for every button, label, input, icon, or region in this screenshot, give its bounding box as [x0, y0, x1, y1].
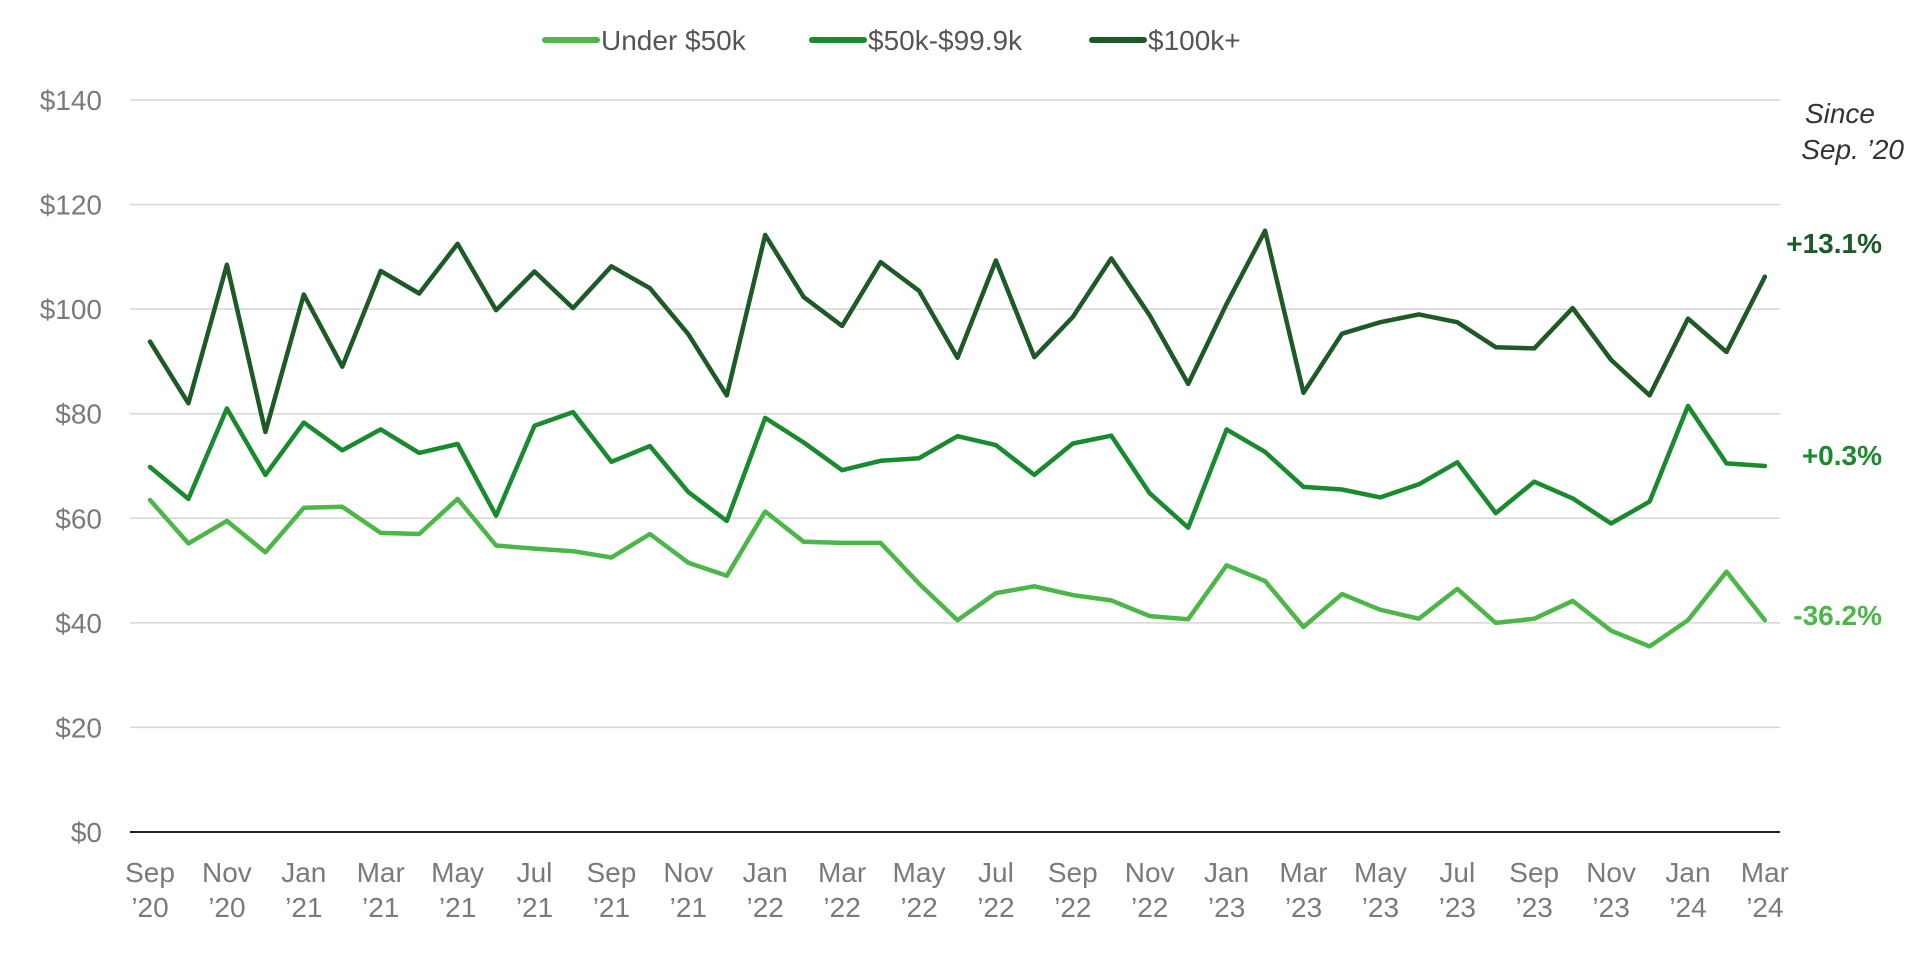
y-tick-label: $100	[40, 294, 102, 325]
x-tick-label-month: Nov	[663, 857, 713, 888]
since-annotation-line1: Since	[1805, 98, 1875, 129]
y-axis-ticks: $0 $20 $40 $60 $80 $100 $120 $140	[40, 85, 102, 848]
x-tick-label-year: ’23	[1516, 892, 1553, 923]
x-tick-label-year: ’24	[1669, 892, 1706, 923]
x-tick-label-year: ’22	[823, 892, 860, 923]
grid-lines	[130, 99, 1780, 833]
series-lines	[147, 228, 1768, 649]
x-tick-label-year: ’21	[439, 892, 476, 923]
x-tick-label-month: Sep	[1048, 857, 1098, 888]
legend: Under $50k $50k-$99.9k $100k+	[542, 25, 1241, 56]
x-tick-label-month: Jul	[978, 857, 1014, 888]
x-tick-label-month: Nov	[1125, 857, 1175, 888]
x-tick-label-month: Mar	[818, 857, 866, 888]
x-tick-label-month: Jul	[1439, 857, 1475, 888]
series-line-2	[147, 403, 1768, 530]
x-tick-label-month: Jan	[1665, 857, 1710, 888]
x-tick-label-year: ’21	[593, 892, 630, 923]
x-tick-label-month: Jan	[1204, 857, 1249, 888]
x-tick-label-month: Jan	[281, 857, 326, 888]
x-tick-label-month: Sep	[125, 857, 175, 888]
x-tick-label-year: ’20	[208, 892, 245, 923]
end-labels: -36.2% +0.3% +13.1%	[1786, 228, 1882, 631]
x-tick-label-month: Nov	[1586, 857, 1636, 888]
x-tick-label-year: ’23	[1362, 892, 1399, 923]
x-tick-label-year: ’23	[1439, 892, 1476, 923]
legend-label: $50k-$99.9k	[868, 25, 1023, 56]
y-tick-label: $140	[40, 85, 102, 116]
x-tick-label-month: Mar	[357, 857, 405, 888]
legend-label: $100k+	[1148, 25, 1241, 56]
x-tick-label-year: ’21	[362, 892, 399, 923]
x-tick-label-month: May	[431, 857, 484, 888]
legend-label: Under $50k	[601, 25, 747, 56]
x-tick-label-year: ’22	[900, 892, 937, 923]
x-tick-label-month: Jul	[517, 857, 553, 888]
x-tick-label-month: Sep	[586, 857, 636, 888]
x-tick-label-year: ’23	[1208, 892, 1245, 923]
x-tick-label-year: ’21	[516, 892, 553, 923]
x-tick-label-year: ’21	[670, 892, 707, 923]
y-tick-label: $40	[55, 608, 102, 639]
x-tick-label-year: ’22	[747, 892, 784, 923]
x-tick-label-year: ’22	[1054, 892, 1091, 923]
x-axis-ticks: Sep ’20 Nov ’20 Jan ’21 Mar ’21 May ’21 Jul ’21 Sep ’…	[125, 857, 1789, 923]
y-tick-label: $120	[40, 190, 102, 221]
x-tick-label-year: ’22	[977, 892, 1014, 923]
y-tick-label: $80	[55, 399, 102, 430]
x-tick-label-year: ’23	[1592, 892, 1629, 923]
series-end-label: +0.3%	[1802, 440, 1882, 471]
y-tick-label: $60	[55, 503, 102, 534]
x-tick-label-month: May	[893, 857, 946, 888]
since-annotation-line2: Sep. ’20	[1801, 134, 1904, 165]
series-end-label: -36.2%	[1793, 600, 1882, 631]
x-tick-label-year: ’21	[285, 892, 322, 923]
x-tick-label-year: ’22	[1131, 892, 1168, 923]
series-line-3	[147, 228, 1768, 435]
x-tick-label-year: ’24	[1746, 892, 1783, 923]
x-tick-label-month: Jan	[743, 857, 788, 888]
x-tick-label-month: Nov	[202, 857, 252, 888]
x-tick-label-month: Mar	[1279, 857, 1327, 888]
series-end-label: +13.1%	[1786, 228, 1882, 259]
y-tick-label: $20	[55, 712, 102, 743]
series-line-1	[147, 496, 1768, 649]
y-tick-label: $0	[71, 817, 102, 848]
x-tick-label-year: ’20	[131, 892, 168, 923]
x-tick-label-month: Sep	[1509, 857, 1559, 888]
x-tick-label-month: May	[1354, 857, 1407, 888]
x-tick-label-year: ’23	[1285, 892, 1322, 923]
x-tick-label-month: Mar	[1741, 857, 1789, 888]
